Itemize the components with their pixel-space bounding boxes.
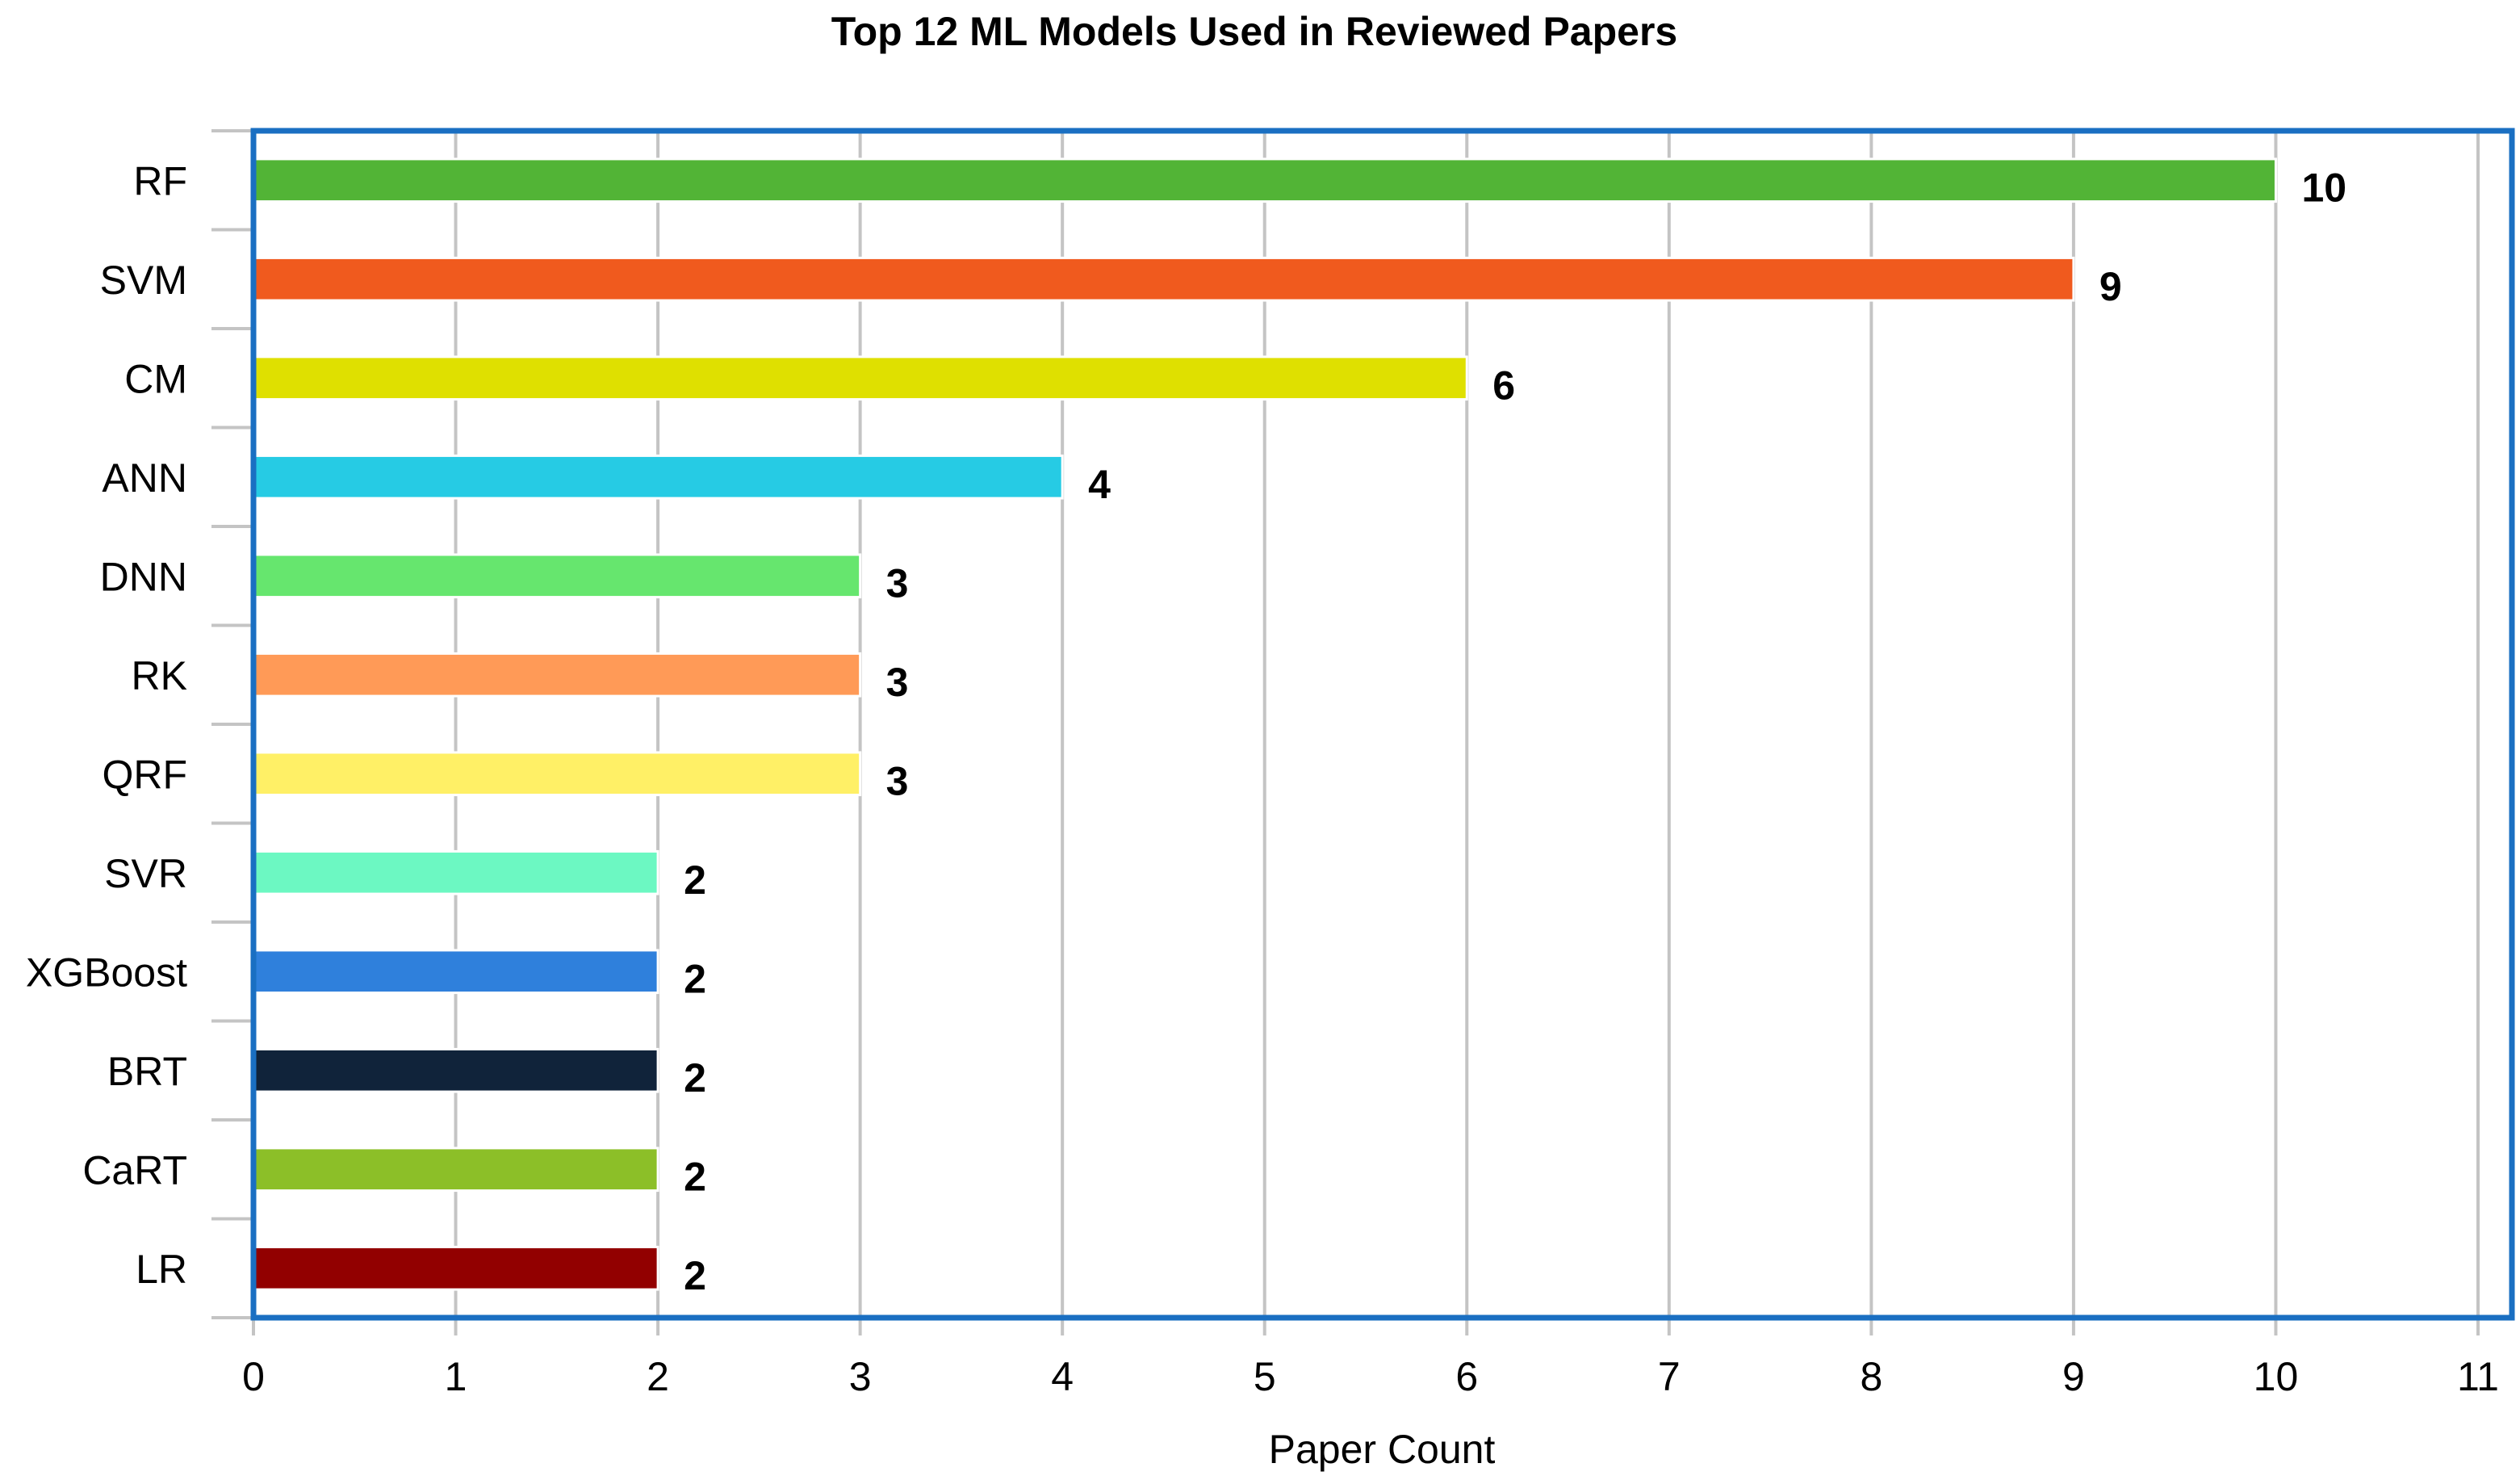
x-axis: 0 1 2 3 4 5 6 7 8 9 10 11 xyxy=(211,1316,2512,1399)
data-label: 2 xyxy=(684,956,706,1001)
y-tick-label: LR xyxy=(136,1247,187,1292)
y-tick-label: SVR xyxy=(104,851,187,896)
x-tick-label: 8 xyxy=(1860,1354,1882,1399)
data-label: 2 xyxy=(684,1055,706,1101)
bars xyxy=(252,157,2277,1291)
x-tick-label: 5 xyxy=(1254,1354,1276,1399)
y-tick-label: BRT xyxy=(107,1049,187,1094)
x-tick-label: 11 xyxy=(2457,1354,2499,1399)
data-label: 6 xyxy=(1492,363,1515,408)
data-label: 2 xyxy=(684,857,706,903)
bar-brt xyxy=(252,1047,659,1093)
y-tick-label: DNN xyxy=(100,554,187,599)
x-tick-label: 1 xyxy=(445,1354,467,1399)
bar-dnn xyxy=(252,553,862,599)
bar-cm xyxy=(252,355,1468,401)
y-tick-label: XGBoost xyxy=(26,950,187,995)
data-label: 2 xyxy=(684,1154,706,1199)
y-tick-label: QRF xyxy=(102,752,187,797)
bar-svm xyxy=(252,256,2075,302)
chart-title: Top 12 ML Models Used in Reviewed Papers xyxy=(831,9,1677,54)
bar-svr xyxy=(252,849,659,895)
bar-qrf xyxy=(252,751,862,797)
y-tick-label: ANN xyxy=(102,455,187,501)
x-axis-label: Paper Count xyxy=(1269,1427,1496,1472)
bar-cart xyxy=(252,1147,659,1193)
x-tick-label: 9 xyxy=(2062,1354,2085,1399)
y-tick-label: CM xyxy=(124,356,187,401)
grid-lines xyxy=(454,131,2480,1318)
bar-lr xyxy=(252,1245,659,1291)
data-label: 4 xyxy=(1088,462,1111,507)
x-tick-label: 4 xyxy=(1051,1354,1074,1399)
bar-rf xyxy=(252,157,2277,203)
data-label: 3 xyxy=(886,560,909,606)
y-tick-label: RK xyxy=(132,653,187,698)
data-label: 2 xyxy=(684,1253,706,1298)
data-label: 9 xyxy=(2099,264,2122,309)
bar-rk xyxy=(252,652,862,698)
plot-frame xyxy=(250,128,2515,1321)
y-tick-label: SVM xyxy=(100,258,187,303)
x-tick-label: 10 xyxy=(2254,1354,2299,1399)
y-axis: RF SVM CM ANN DNN RK QRF SVR XGBoost BRT CaRT LR xyxy=(26,129,253,1319)
bar-ann xyxy=(252,454,1064,500)
x-tick-label: 3 xyxy=(849,1354,872,1399)
data-labels: 10 9 6 4 3 3 3 2 2 2 2 2 xyxy=(684,165,2346,1298)
x-tick-label: 2 xyxy=(647,1354,669,1399)
y-tick-label: CaRT xyxy=(82,1147,187,1193)
data-label: 10 xyxy=(2301,165,2346,210)
data-label: 3 xyxy=(886,758,909,803)
x-tick-label: 0 xyxy=(242,1354,265,1399)
x-tick-label: 7 xyxy=(1658,1354,1681,1399)
y-tick-label: RF xyxy=(133,158,187,203)
data-label: 3 xyxy=(886,660,909,705)
bar-xgboost xyxy=(252,949,659,995)
x-tick-label: 6 xyxy=(1455,1354,1478,1399)
